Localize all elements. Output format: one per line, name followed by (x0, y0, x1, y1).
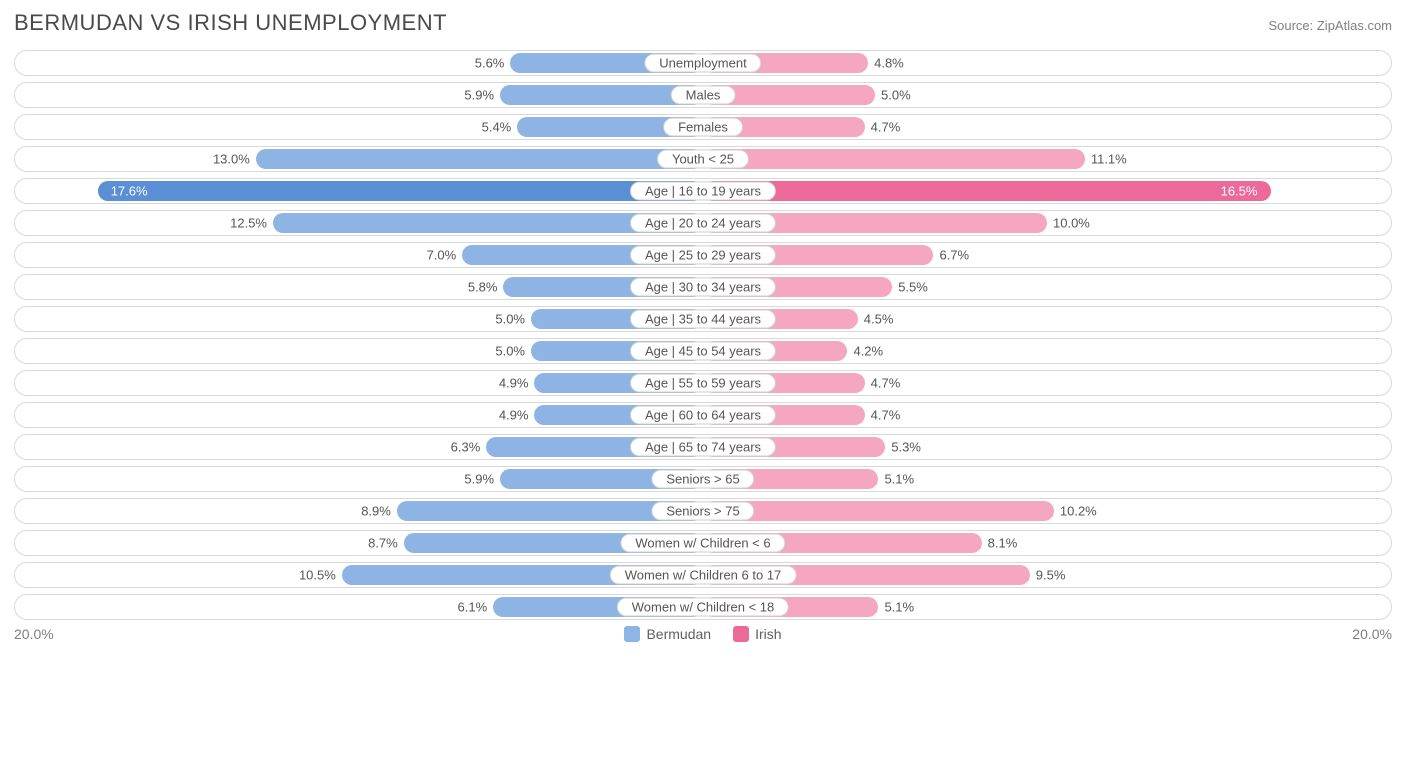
bar-row: 5.0% 4.2% Age | 45 to 54 years (14, 338, 1392, 364)
category-label: Age | 65 to 74 years (630, 438, 776, 457)
category-label: Age | 60 to 64 years (630, 406, 776, 425)
category-label: Age | 25 to 29 years (630, 246, 776, 265)
value-right: 5.3% (891, 440, 921, 455)
value-left: 5.8% (468, 280, 498, 295)
bar-left (256, 149, 703, 169)
legend-label-left: Bermudan (646, 626, 711, 642)
bar-row: 12.5% 10.0% Age | 20 to 24 years (14, 210, 1392, 236)
value-left: 5.6% (475, 56, 505, 71)
value-right: 11.1% (1091, 152, 1127, 167)
category-label: Youth < 25 (657, 150, 749, 169)
bar-row: 13.0% 11.1% Youth < 25 (14, 146, 1392, 172)
category-label: Age | 45 to 54 years (630, 342, 776, 361)
category-label: Seniors > 75 (651, 502, 754, 521)
bar-right (703, 181, 1271, 201)
value-right: 5.0% (881, 88, 911, 103)
category-label: Seniors > 65 (651, 470, 754, 489)
bar-row: 8.9% 10.2% Seniors > 75 (14, 498, 1392, 524)
category-label: Age | 55 to 59 years (630, 374, 776, 393)
value-right: 4.2% (853, 344, 883, 359)
bar-row: 8.7% 8.1% Women w/ Children < 6 (14, 530, 1392, 556)
value-right: 6.7% (939, 248, 969, 263)
bar-right (703, 149, 1085, 169)
diverging-bar-chart: 5.6% 4.8% Unemployment 5.9% 5.0% Males 5.4% 4.7… (14, 50, 1392, 620)
legend-swatch-left (624, 626, 640, 642)
bar-row: 5.8% 5.5% Age | 30 to 34 years (14, 274, 1392, 300)
legend-label-right: Irish (755, 626, 781, 642)
value-left: 5.9% (464, 88, 494, 103)
value-right: 10.2% (1060, 504, 1097, 519)
value-left: 7.0% (427, 248, 457, 263)
value-left: 5.9% (464, 472, 494, 487)
bar-row: 4.9% 4.7% Age | 55 to 59 years (14, 370, 1392, 396)
bar-row: 10.5% 9.5% Women w/ Children 6 to 17 (14, 562, 1392, 588)
category-label: Women w/ Children 6 to 17 (610, 566, 797, 585)
chart-header: BERMUDAN VS IRISH UNEMPLOYMENT Source: Z… (14, 10, 1392, 36)
axis-left-max: 20.0% (14, 626, 54, 642)
value-right: 4.8% (874, 56, 904, 71)
bar-row: 4.9% 4.7% Age | 60 to 64 years (14, 402, 1392, 428)
value-left: 12.5% (230, 216, 267, 231)
value-right: 8.1% (988, 536, 1018, 551)
bar-row: 5.9% 5.0% Males (14, 82, 1392, 108)
value-left: 17.6% (111, 184, 148, 199)
bar-row: 5.0% 4.5% Age | 35 to 44 years (14, 306, 1392, 332)
category-label: Age | 35 to 44 years (630, 310, 776, 329)
bar-right (703, 501, 1054, 521)
legend-swatch-right (733, 626, 749, 642)
value-left: 13.0% (213, 152, 250, 167)
value-left: 5.0% (495, 312, 525, 327)
bar-left (98, 181, 703, 201)
value-right: 4.7% (871, 376, 901, 391)
category-label: Females (663, 118, 743, 137)
value-right: 4.5% (864, 312, 894, 327)
bar-row: 5.4% 4.7% Females (14, 114, 1392, 140)
value-left: 10.5% (299, 568, 336, 583)
bar-row: 17.6% 16.5% Age | 16 to 19 years (14, 178, 1392, 204)
value-right: 4.7% (871, 408, 901, 423)
category-label: Age | 20 to 24 years (630, 214, 776, 233)
chart-title: BERMUDAN VS IRISH UNEMPLOYMENT (14, 10, 447, 36)
category-label: Women w/ Children < 18 (617, 598, 789, 617)
value-right: 4.7% (871, 120, 901, 135)
value-left: 4.9% (499, 376, 529, 391)
value-left: 6.1% (458, 600, 488, 615)
legend: Bermudan Irish (624, 626, 781, 642)
category-label: Males (671, 86, 736, 105)
chart-source: Source: ZipAtlas.com (1268, 18, 1392, 33)
category-label: Age | 16 to 19 years (630, 182, 776, 201)
value-left: 5.0% (495, 344, 525, 359)
value-right: 9.5% (1036, 568, 1066, 583)
value-left: 4.9% (499, 408, 529, 423)
value-right: 5.1% (884, 472, 914, 487)
category-label: Women w/ Children < 6 (620, 534, 785, 553)
value-left: 5.4% (482, 120, 512, 135)
chart-footer: 20.0% Bermudan Irish 20.0% (14, 626, 1392, 642)
value-right: 5.1% (884, 600, 914, 615)
value-left: 6.3% (451, 440, 481, 455)
bar-row: 6.1% 5.1% Women w/ Children < 18 (14, 594, 1392, 620)
value-left: 8.7% (368, 536, 398, 551)
axis-right-max: 20.0% (1352, 626, 1392, 642)
value-right: 16.5% (1221, 184, 1258, 199)
bar-row: 5.9% 5.1% Seniors > 65 (14, 466, 1392, 492)
value-right: 10.0% (1053, 216, 1090, 231)
category-label: Age | 30 to 34 years (630, 278, 776, 297)
value-left: 8.9% (361, 504, 391, 519)
legend-item-left: Bermudan (624, 626, 711, 642)
bar-row: 6.3% 5.3% Age | 65 to 74 years (14, 434, 1392, 460)
bar-row: 5.6% 4.8% Unemployment (14, 50, 1392, 76)
category-label: Unemployment (644, 54, 761, 73)
value-right: 5.5% (898, 280, 928, 295)
bar-row: 7.0% 6.7% Age | 25 to 29 years (14, 242, 1392, 268)
legend-item-right: Irish (733, 626, 781, 642)
